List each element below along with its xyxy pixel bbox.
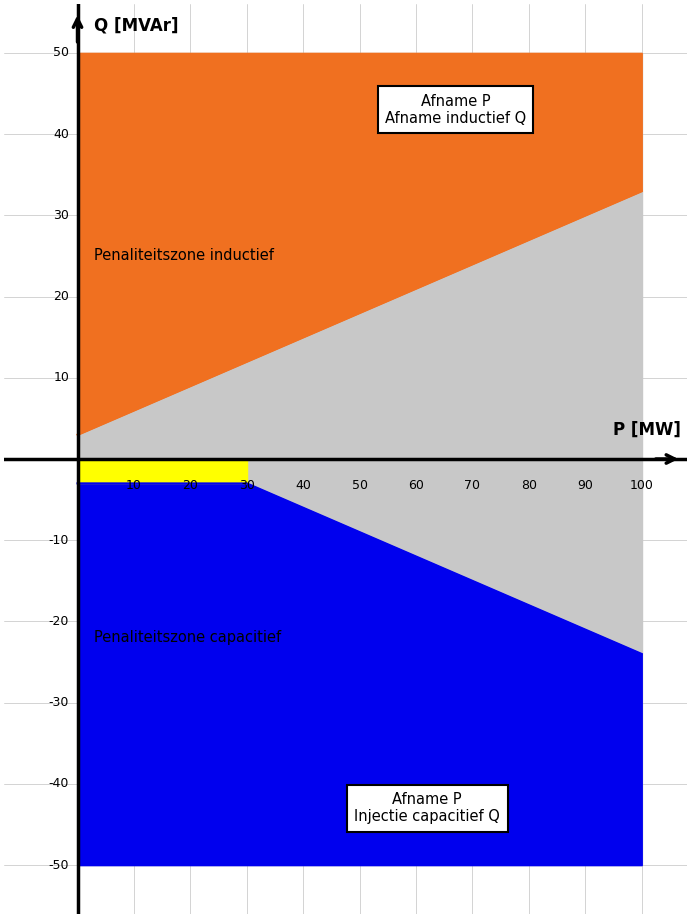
Text: 40: 40: [53, 128, 69, 140]
Text: 10: 10: [126, 479, 142, 492]
Text: -40: -40: [48, 778, 69, 790]
Text: 50: 50: [53, 47, 69, 60]
Text: 80: 80: [521, 479, 537, 492]
Text: Q [MVAr]: Q [MVAr]: [95, 17, 179, 34]
Text: 10: 10: [53, 371, 69, 385]
Text: P [MW]: P [MW]: [614, 420, 681, 439]
Text: 30: 30: [53, 208, 69, 222]
Text: 20: 20: [53, 290, 69, 303]
Text: -20: -20: [48, 615, 69, 628]
Text: 20: 20: [182, 479, 198, 492]
Text: Afname P
Afname inductief Q: Afname P Afname inductief Q: [385, 94, 526, 126]
Text: Afname P
Injectie capacitief Q: Afname P Injectie capacitief Q: [354, 792, 500, 824]
Text: 70: 70: [464, 479, 480, 492]
Text: 60: 60: [408, 479, 424, 492]
Text: 100: 100: [630, 479, 654, 492]
Text: -50: -50: [48, 858, 69, 871]
Text: Penaliteitszone capacitief: Penaliteitszone capacitief: [95, 630, 281, 645]
Text: 90: 90: [578, 479, 593, 492]
Text: 30: 30: [239, 479, 255, 492]
Text: 50: 50: [352, 479, 368, 492]
Text: -30: -30: [48, 696, 69, 710]
Text: -10: -10: [48, 533, 69, 547]
Text: 40: 40: [295, 479, 311, 492]
Text: Penaliteitszone inductief: Penaliteitszone inductief: [95, 249, 274, 263]
